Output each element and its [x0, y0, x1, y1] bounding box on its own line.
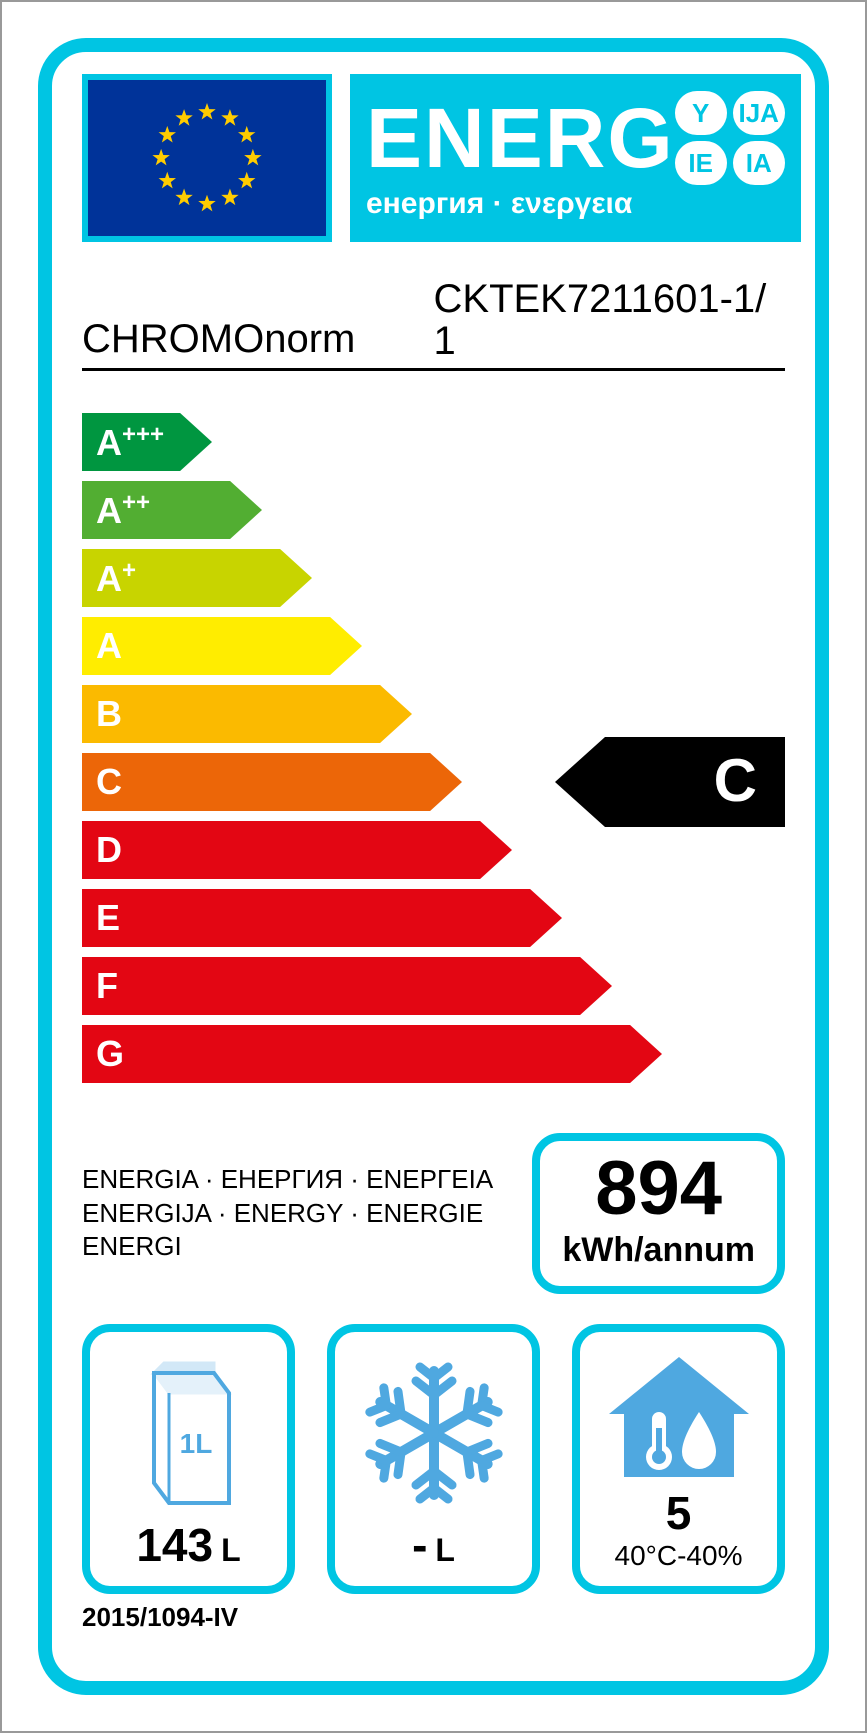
rating-arrow-label: A — [82, 625, 122, 667]
energ-suffix: IJA — [733, 91, 785, 135]
brand-name: CHROMOnorm — [82, 317, 434, 362]
frozen-volume-box: - L — [327, 1324, 540, 1594]
house-climate-icon — [588, 1348, 769, 1486]
fresh-volume-box: 1L 143 L — [82, 1324, 295, 1594]
rating-scale: C A+++A++A+ABCDEFG — [82, 413, 785, 1093]
kwh-value: 894 — [562, 1151, 755, 1227]
rating-arrow: C — [82, 753, 462, 811]
rating-arrow-label: B — [82, 693, 122, 735]
rating-arrow: A++ — [82, 481, 262, 539]
climate-class-value-line: 5 — [666, 1486, 692, 1540]
rating-arrow-label: E — [82, 897, 120, 939]
rating-arrow-label: C — [82, 761, 122, 803]
label-body: ENERG YIJAIEIA енергия · ενεργεια CHROMO… — [38, 38, 829, 1695]
frozen-volume-value: - — [412, 1518, 427, 1572]
rating-arrow: D — [82, 821, 512, 879]
rating-arrow: A — [82, 617, 362, 675]
energ-suffix: IA — [733, 141, 785, 185]
energy-label-card: ENERG YIJAIEIA енергия · ενεργεια CHROMO… — [0, 0, 867, 1733]
rating-arrow-label: G — [82, 1033, 124, 1075]
frozen-volume-value-line: - L — [412, 1518, 455, 1572]
climate-class-box: 5 40°C-40% — [572, 1324, 785, 1594]
rating-arrow: E — [82, 889, 562, 947]
energ-suffix-grid: YIJAIEIA — [675, 91, 785, 185]
climate-class-subtext: 40°C-40% — [615, 1540, 743, 1572]
svg-text:1L: 1L — [179, 1428, 212, 1459]
rating-arrow: G — [82, 1025, 662, 1083]
frozen-volume-unit: L — [435, 1532, 455, 1569]
fresh-volume-value-line: 143 L — [136, 1518, 240, 1572]
kwh-box: 894 kWh/annum — [532, 1133, 785, 1294]
fresh-volume-unit: L — [221, 1532, 241, 1569]
rating-arrow-label: F — [82, 965, 118, 1007]
rating-indicator-label: C — [714, 746, 757, 815]
rating-arrow: B — [82, 685, 412, 743]
energy-consumption-row: ENERGIA · ЕНЕРГИЯ · ΕΝΕΡΓΕΙΑ ENERGIJA · … — [82, 1133, 785, 1294]
rating-arrow: A+++ — [82, 413, 212, 471]
energ-word: ENERG — [366, 96, 675, 180]
model-number: CKTEK7211601-1/1 — [434, 278, 786, 362]
rating-arrow-label: A++ — [82, 489, 150, 532]
rating-indicator: C — [555, 737, 785, 827]
energ-top: ENERG YIJAIEIA — [366, 91, 785, 185]
rating-arrow-label: A+++ — [82, 421, 164, 464]
energy-multilang-text: ENERGIA · ЕНЕРГИЯ · ΕΝΕΡΓΕΙΑ ENERGIJA · … — [82, 1163, 508, 1264]
eu-flag-icon — [82, 74, 332, 242]
header-row: ENERG YIJAIEIA енергия · ενεργεια — [82, 74, 785, 242]
bottom-row: 1L 143 L - L — [82, 1324, 785, 1594]
regulation-ref: 2015/1094-IV — [82, 1602, 785, 1633]
energ-suffix: IE — [675, 141, 727, 185]
energ-suffix: Y — [675, 91, 727, 135]
rating-arrow: A+ — [82, 549, 312, 607]
kwh-unit: kWh/annum — [562, 1231, 755, 1270]
energ-block: ENERG YIJAIEIA енергия · ενεργεια — [350, 74, 801, 242]
rating-arrow-label: A+ — [82, 557, 136, 600]
energ-subline: енергия · ενεργεια — [366, 187, 785, 221]
rating-arrow-label: D — [82, 829, 122, 871]
climate-class-value: 5 — [666, 1486, 692, 1540]
brand-model-row: CHROMOnorm CKTEK7211601-1/1 — [82, 278, 785, 371]
snowflake-icon — [343, 1348, 524, 1518]
fresh-volume-value: 143 — [136, 1518, 213, 1572]
rating-arrow: F — [82, 957, 612, 1015]
milk-carton-icon: 1L — [98, 1348, 279, 1518]
